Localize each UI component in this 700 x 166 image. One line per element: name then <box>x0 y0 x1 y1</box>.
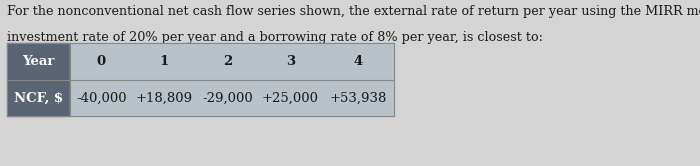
Text: 1: 1 <box>160 55 169 68</box>
Text: +25,000: +25,000 <box>262 91 318 104</box>
Bar <box>7 80 70 116</box>
Bar <box>7 43 394 116</box>
Bar <box>70 43 133 80</box>
Bar <box>133 43 196 80</box>
Bar <box>70 80 133 116</box>
Text: investment rate of 20% per year and a borrowing rate of 8% per year, is closest : investment rate of 20% per year and a bo… <box>7 31 542 44</box>
Bar <box>259 43 322 80</box>
Bar <box>196 80 259 116</box>
Text: +53,938: +53,938 <box>329 91 386 104</box>
Text: 3: 3 <box>286 55 295 68</box>
Text: 0: 0 <box>97 55 106 68</box>
Bar <box>322 43 394 80</box>
Text: 4: 4 <box>354 55 363 68</box>
Bar <box>259 80 322 116</box>
Text: 2: 2 <box>223 55 232 68</box>
Text: For the nonconventional net cash flow series shown, the external rate of return : For the nonconventional net cash flow se… <box>7 5 700 18</box>
Text: NCF, $: NCF, $ <box>14 91 63 104</box>
Bar <box>322 80 394 116</box>
Bar <box>7 43 70 80</box>
Bar <box>196 43 259 80</box>
Text: Year: Year <box>22 55 55 68</box>
Text: -29,000: -29,000 <box>202 91 253 104</box>
Text: +18,809: +18,809 <box>136 91 193 104</box>
Bar <box>133 80 196 116</box>
Text: -40,000: -40,000 <box>76 91 127 104</box>
